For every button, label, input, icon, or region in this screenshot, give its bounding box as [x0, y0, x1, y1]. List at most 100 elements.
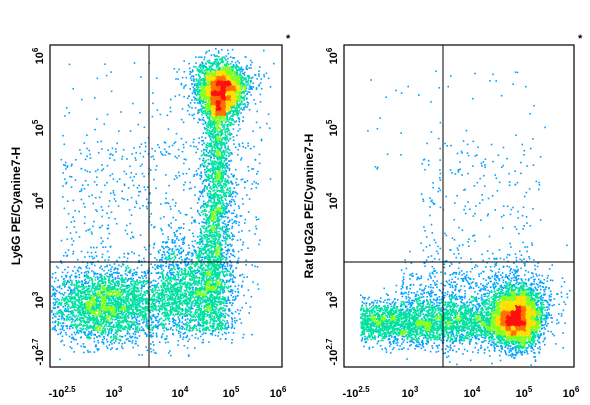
- event-point: [219, 121, 222, 123]
- event-point: [208, 49, 210, 52]
- event-point: [225, 120, 228, 123]
- event-point: [240, 78, 242, 80]
- event-point: [221, 87, 223, 90]
- event-point: [213, 113, 215, 115]
- event-point: [222, 114, 224, 117]
- event-point: [227, 126, 229, 128]
- event-point: [217, 115, 219, 117]
- event-point: [200, 97, 203, 99]
- event-point: [215, 117, 217, 119]
- event-point: [193, 327, 196, 329]
- event-point: [222, 87, 225, 90]
- event-point: [222, 185, 224, 187]
- event-point: [210, 86, 213, 88]
- event-point: [199, 324, 202, 326]
- event-point: [208, 96, 211, 99]
- event-point: [217, 315, 220, 318]
- event-point: [220, 117, 222, 120]
- event-point: [208, 221, 211, 224]
- event-point: [187, 97, 189, 100]
- event-point: [222, 86, 225, 89]
- event-point: [207, 80, 209, 82]
- event-point: [206, 108, 209, 110]
- event-point: [231, 68, 234, 71]
- event-point: [229, 96, 231, 98]
- event-point: [200, 317, 202, 320]
- event-point: [217, 64, 220, 67]
- event-point: [213, 233, 215, 236]
- event-point: [213, 279, 215, 282]
- event-point: [228, 97, 231, 100]
- event-point: [211, 82, 214, 85]
- event-point: [230, 123, 232, 125]
- event-point: [237, 113, 239, 116]
- event-point: [202, 200, 205, 203]
- event-point: [222, 102, 224, 104]
- event-point: [220, 207, 222, 209]
- event-point: [235, 92, 238, 94]
- event-point: [225, 107, 228, 110]
- event-point: [206, 165, 209, 167]
- event-point: [218, 325, 221, 327]
- event-point: [209, 101, 211, 103]
- event-point: [206, 214, 208, 216]
- event-point: [217, 174, 219, 177]
- event-point: [203, 94, 205, 96]
- event-point: [218, 69, 221, 71]
- event-point: [215, 290, 218, 292]
- event-point: [208, 116, 210, 119]
- event-point: [225, 73, 227, 75]
- event-point: [208, 145, 211, 148]
- event-point: [206, 147, 209, 149]
- event-point: [222, 212, 225, 214]
- event-point: [213, 54, 215, 56]
- event-point: [211, 65, 214, 67]
- event-point: [209, 170, 211, 173]
- event-point: [211, 303, 213, 305]
- event-point: [232, 100, 234, 103]
- event-point: [184, 84, 187, 86]
- event-point: [246, 106, 248, 108]
- event-point: [234, 103, 236, 106]
- event-point: [226, 138, 229, 141]
- event-point: [217, 326, 220, 328]
- event-point: [209, 180, 211, 183]
- event-point: [204, 252, 207, 254]
- event-point: [244, 86, 247, 89]
- event-point: [220, 68, 223, 71]
- event-point: [217, 89, 219, 92]
- event-point: [219, 246, 222, 248]
- event-point: [208, 79, 210, 82]
- event-point: [177, 78, 179, 80]
- event-point: [225, 234, 228, 236]
- event-point: [231, 89, 234, 91]
- event-point: [207, 314, 210, 316]
- event-point: [192, 293, 195, 296]
- event-point: [205, 150, 208, 153]
- event-point: [212, 217, 215, 219]
- event-point: [217, 50, 220, 52]
- event-point: [220, 161, 222, 163]
- event-point: [190, 75, 193, 78]
- event-point: [220, 149, 222, 152]
- event-point: [223, 79, 225, 82]
- event-point: [231, 323, 233, 325]
- event-point: [239, 98, 241, 100]
- event-point: [190, 222, 193, 224]
- event-point: [218, 202, 221, 205]
- event-point: [226, 211, 228, 214]
- event-point: [204, 92, 206, 94]
- event-point: [218, 256, 221, 259]
- event-point: [249, 84, 251, 87]
- event-point: [231, 65, 233, 68]
- event-point: [233, 98, 236, 100]
- event-point: [196, 67, 198, 70]
- event-point: [212, 181, 215, 183]
- event-point: [228, 228, 231, 230]
- event-point: [236, 102, 238, 105]
- event-point: [208, 89, 210, 92]
- event-point: [243, 72, 245, 75]
- event-point: [241, 83, 243, 85]
- event-point: [216, 326, 218, 329]
- event-point: [235, 112, 238, 115]
